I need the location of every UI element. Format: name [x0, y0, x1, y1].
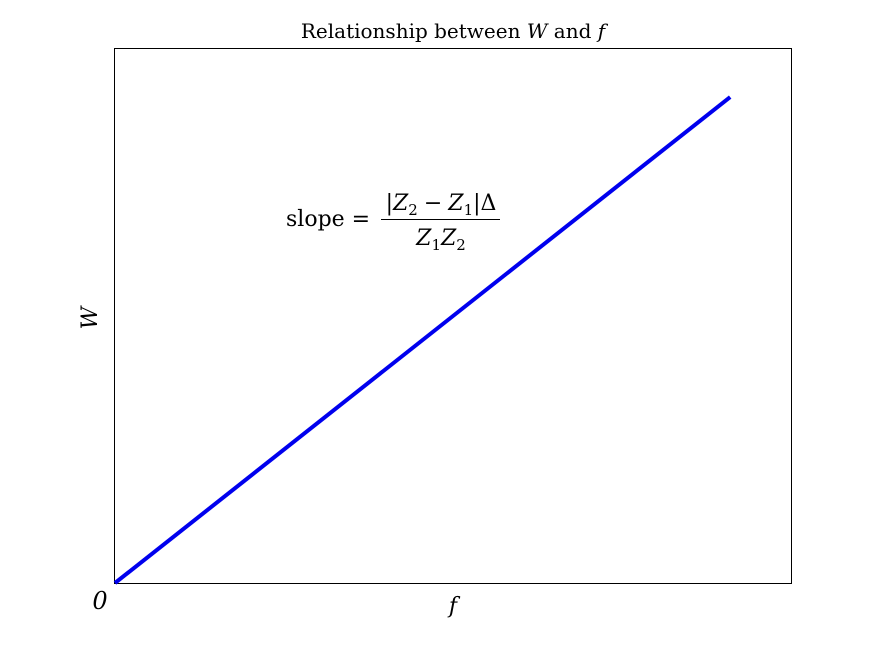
numerator-abs-left: |	[386, 191, 393, 216]
series-line-0	[113, 95, 732, 585]
chart-title-var-f: f	[596, 19, 609, 43]
slope-denominator: Z1Z2	[415, 226, 466, 254]
slope-annotation: slope = |Z2− Z1|Δ Z1Z2	[286, 191, 500, 254]
plot-frame	[114, 48, 792, 584]
numerator-z2: Z	[392, 191, 409, 216]
chart-title: Relationship between W and f	[301, 19, 609, 43]
denominator-z2: Z	[440, 226, 457, 251]
slope-numerator: |Z2− Z1|Δ	[386, 191, 497, 219]
numerator-z1-sub: 1	[464, 201, 474, 219]
numerator-delta: Δ	[481, 191, 497, 216]
slope-lhs: slope =	[286, 207, 370, 232]
numerator-z1: Z	[447, 191, 464, 216]
x-axis-label: f	[447, 594, 461, 619]
denominator-z1: Z	[415, 226, 432, 251]
series-layer	[113, 95, 732, 585]
chart-title-var-w: W	[527, 19, 549, 43]
numerator-minus: −	[424, 191, 442, 216]
denominator-z1-sub: 1	[431, 236, 441, 254]
denominator-z2-sub: 2	[456, 236, 466, 254]
numerator-z2-sub: 2	[408, 201, 418, 219]
chart-title-prefix: Relationship between	[301, 19, 527, 43]
y-axis-label: W	[78, 304, 103, 329]
numerator-abs-right: |	[473, 191, 480, 216]
origin-label: 0	[92, 587, 107, 615]
chart-title-middle: and	[547, 19, 597, 43]
